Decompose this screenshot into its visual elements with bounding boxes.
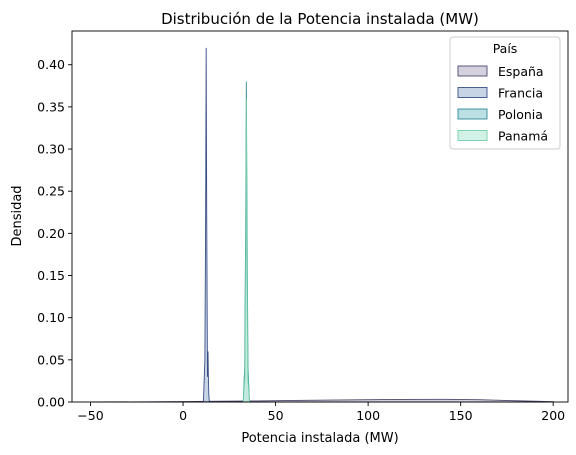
y-tick-label: 0.15 xyxy=(37,268,65,283)
y-tick-label: 0.25 xyxy=(37,184,65,199)
y-tick-label: 0.40 xyxy=(37,57,65,72)
density-area-4 xyxy=(242,98,250,403)
legend-swatch xyxy=(457,87,488,98)
chart-title: Distribución de la Potencia instalada (M… xyxy=(161,10,479,28)
y-tick-label: 0.35 xyxy=(37,99,65,114)
legend-frame xyxy=(449,36,561,150)
plot-area xyxy=(90,47,554,403)
x-tick-label: −50 xyxy=(77,408,103,423)
legend-swatch xyxy=(457,108,488,120)
x-axis-label: Potencia instalada (MW) xyxy=(241,431,398,446)
legend-swatch xyxy=(457,130,488,141)
y-tick-label: 0.05 xyxy=(37,352,65,367)
x-tick-label: 150 xyxy=(449,408,473,423)
x-tick-label: 200 xyxy=(541,408,565,423)
plot-frame xyxy=(71,30,569,403)
y-tick-label: 0.20 xyxy=(37,226,65,241)
x-axis: −50 0 50 100 150 200 xyxy=(77,402,565,423)
legend: País España Francia Polonia Panamá xyxy=(449,36,561,150)
legend-items: España Francia Polonia Panamá xyxy=(457,64,548,144)
legend-title: País xyxy=(493,41,518,56)
legend-swatch xyxy=(457,65,488,77)
legend-label: España xyxy=(498,64,544,79)
density-area-1 xyxy=(90,398,554,403)
legend-label: Polonia xyxy=(498,107,543,122)
y-tick-label: 0.10 xyxy=(37,310,65,325)
density-area-2 xyxy=(202,47,210,403)
x-tick-label: 0 xyxy=(179,408,187,423)
x-tick-label: 100 xyxy=(356,408,380,423)
legend-label: Francia xyxy=(498,86,543,101)
y-axis: 0.00 0.05 0.10 0.15 0.20 0.25 0.30 0.35 0.40 xyxy=(37,57,72,410)
x-tick-label: 50 xyxy=(268,408,284,423)
y-tick-label: 0.00 xyxy=(37,395,65,410)
legend-label: Panamá xyxy=(498,129,548,144)
y-tick-label: 0.30 xyxy=(37,142,65,157)
y-axis-label: Densidad xyxy=(10,185,25,246)
